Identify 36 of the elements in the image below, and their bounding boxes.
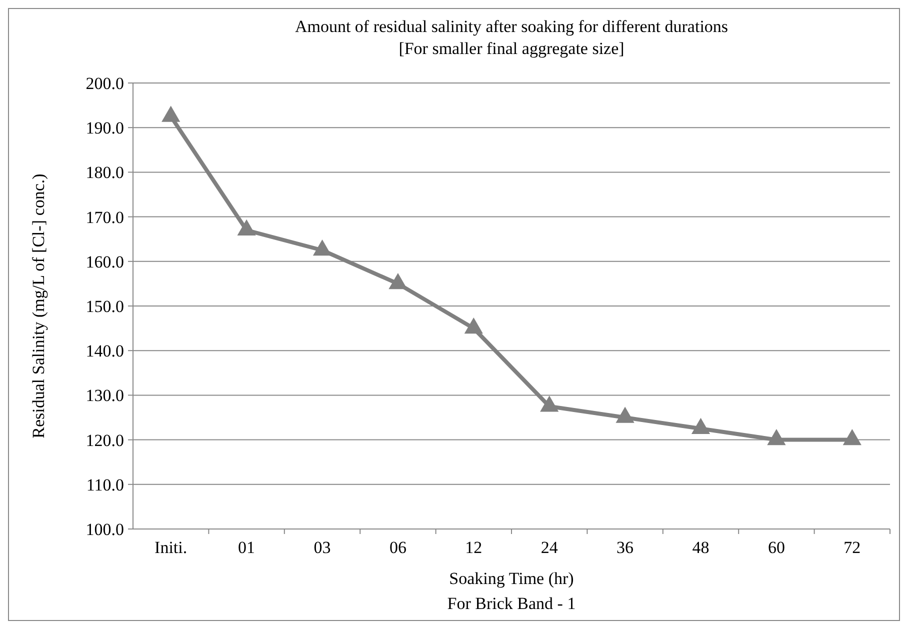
point — [540, 396, 559, 412]
x-tick-label: 24 — [540, 538, 558, 557]
point — [616, 406, 634, 423]
x-tick-label: 03 — [314, 538, 331, 557]
point — [237, 219, 256, 236]
y-tick-label: 200.0 — [86, 74, 124, 93]
x-tick-label: 01 — [238, 538, 256, 557]
text: For Brick Band - 1 — [447, 594, 576, 613]
x-tick-label: 36 — [616, 538, 634, 557]
x-axis-title: Soaking Time (hr) — [449, 569, 574, 588]
y-tick-label: 160.0 — [86, 252, 124, 272]
x-tick-label: 48 — [692, 538, 710, 557]
y-tick-label: 130.0 — [86, 386, 124, 406]
x-tick-label: 60 — [768, 538, 785, 557]
y-tick-label: 170.0 — [86, 208, 124, 227]
point — [767, 429, 786, 446]
y-tick-label: 150.0 — [86, 296, 124, 316]
point — [842, 429, 862, 446]
y-tick-label: 180.0 — [86, 163, 124, 182]
y-tick-label: 110.0 — [86, 475, 124, 494]
point — [312, 240, 332, 256]
point — [464, 318, 483, 334]
x-tick-label: 06 — [389, 538, 406, 557]
x-tick-label: Initi. — [154, 538, 188, 557]
y-tick-label: 190.0 — [86, 118, 124, 138]
x-tick-label: 12 — [465, 538, 482, 557]
point — [388, 272, 408, 290]
y-tick-label: 100.0 — [86, 520, 124, 539]
point — [691, 418, 710, 434]
chart-title: Amount of residual salinity after soaking for different durations — [294, 17, 728, 36]
y-tick-label: 140.0 — [86, 342, 124, 361]
point — [162, 106, 180, 122]
y-axis-title: Residual Salinity (mg/L of [Cl-] conc.) — [29, 174, 48, 438]
x-tick-label: 72 — [844, 538, 861, 557]
y-tick-label: 120.0 — [86, 430, 124, 450]
chart-subtitle: [For smaller final aggregate size] — [398, 39, 624, 58]
